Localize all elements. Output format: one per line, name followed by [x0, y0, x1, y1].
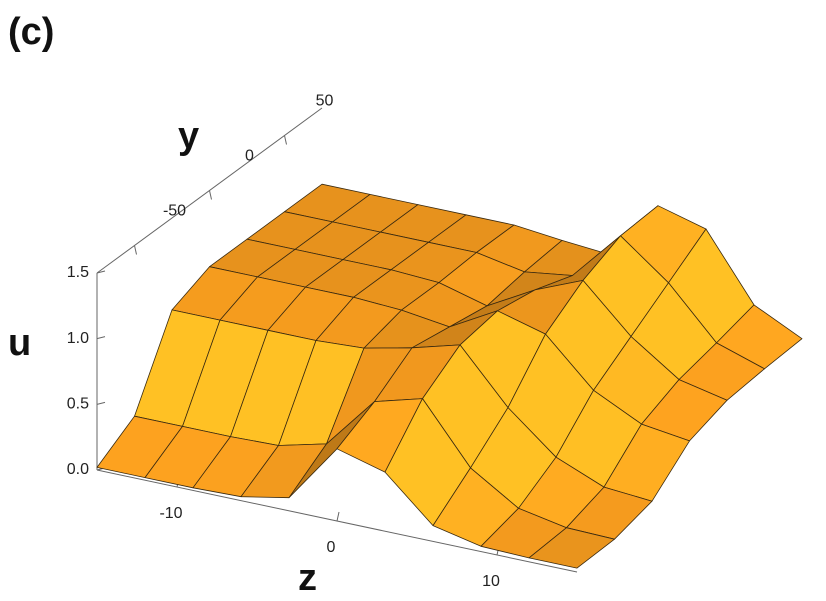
- y-tick-label: 0: [245, 148, 254, 165]
- u-tick: [96, 401, 106, 405]
- y-tick-label: 50: [316, 93, 334, 110]
- u-tick-label: 0.0: [67, 461, 89, 478]
- y-axis-title: y: [178, 115, 199, 157]
- z-tick: [336, 511, 340, 522]
- u-tick-label: 1.5: [67, 264, 89, 281]
- panel-label: (c): [8, 11, 54, 53]
- z-tick-label: 10: [482, 573, 500, 590]
- y-tick-label: -50: [163, 203, 186, 220]
- y-tick: [134, 245, 137, 255]
- surface-patch: [528, 527, 615, 569]
- z-tick-label: 0: [327, 539, 336, 556]
- u-tick-label: 0.5: [67, 396, 89, 413]
- u-tick-label: 1.0: [67, 330, 89, 347]
- y-tick: [209, 190, 212, 200]
- y-tick: [284, 135, 287, 145]
- z-tick-label: -10: [159, 505, 182, 522]
- u-tick: [96, 270, 106, 274]
- u-tick: [96, 336, 106, 340]
- u-axis-title: u: [8, 322, 31, 364]
- z-axis-title: z: [298, 557, 317, 599]
